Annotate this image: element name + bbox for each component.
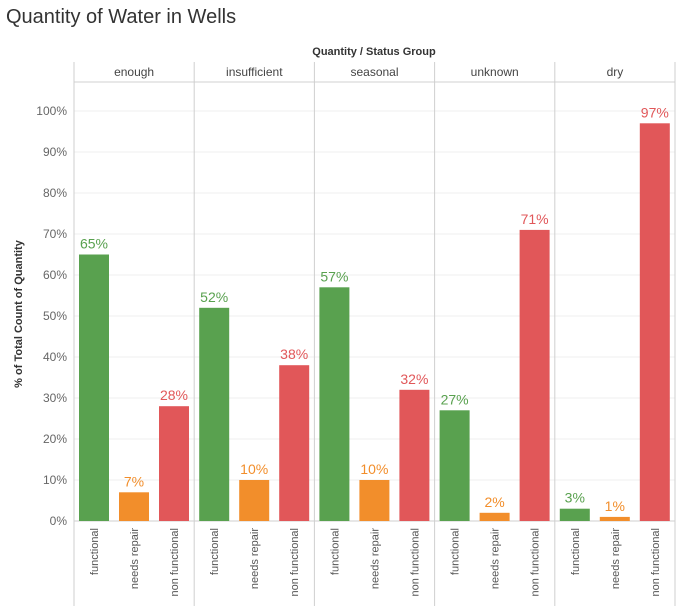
category-label: functional (329, 528, 341, 575)
panel-label-insufficient: insufficient (226, 65, 283, 79)
bar-unknown-non-functional (519, 229, 550, 521)
category-label: functional (209, 528, 221, 575)
chart-title: Quantity of Water in Wells (6, 6, 237, 28)
bar-insufficient-functional (199, 307, 230, 521)
bar-seasonal-needs-repair (359, 480, 390, 521)
data-label: 2% (484, 494, 504, 510)
category-label: non functional (169, 528, 181, 597)
y-axis: 0% 10% 20% 30% 40% 50% 60% 70% 80% 90% 100% (36, 104, 67, 528)
bar-dry-needs-repair (599, 516, 630, 521)
data-label: 97% (641, 104, 669, 120)
panel-label-unknown: unknown (471, 65, 519, 79)
category-label: functional (450, 528, 462, 575)
y-tick-label: 20% (43, 432, 67, 446)
bar-unknown-functional (439, 410, 470, 521)
y-tick-label: 80% (43, 186, 67, 200)
y-tick-label: 10% (43, 473, 67, 487)
bar-insufficient-non-functional (279, 365, 310, 521)
category-label: needs repair (129, 528, 141, 589)
data-label: 28% (160, 387, 188, 403)
bars (79, 123, 670, 522)
panel-headers: enough insufficient seasonal unknown dry (114, 65, 623, 79)
data-label: 65% (80, 236, 108, 252)
data-label: 27% (441, 391, 469, 407)
bar-seasonal-non-functional (399, 389, 430, 521)
bar-unknown-needs-repair (479, 512, 510, 521)
y-tick-label: 50% (43, 309, 67, 323)
data-label: 7% (124, 473, 144, 489)
category-label: non functional (530, 528, 542, 597)
panel-label-seasonal: seasonal (350, 65, 398, 79)
category-label: non functional (289, 528, 301, 597)
category-label: needs repair (249, 528, 261, 589)
y-tick-label: 40% (43, 350, 67, 364)
category-labels: functional needs repair non functional func… (89, 528, 662, 597)
category-label: needs repair (369, 528, 381, 589)
bar-enough-needs-repair (119, 492, 149, 521)
panel-frame (73, 62, 676, 606)
category-label: functional (570, 528, 582, 575)
bar-insufficient-needs-repair (239, 480, 270, 521)
y-tick-label: 100% (36, 104, 67, 118)
bar-enough-non-functional (159, 406, 189, 521)
y-tick-label: 90% (43, 145, 67, 159)
data-label: 10% (360, 461, 388, 477)
data-label: 1% (605, 498, 625, 514)
category-label: needs repair (610, 528, 622, 589)
panel-label-dry: dry (607, 65, 624, 79)
y-tick-label: 0% (50, 514, 68, 528)
data-label: 52% (200, 289, 228, 305)
data-label: 57% (320, 268, 348, 284)
bar-dry-functional (559, 508, 590, 521)
data-label: 32% (400, 371, 428, 387)
category-label: needs repair (490, 528, 502, 589)
category-label: non functional (409, 528, 421, 597)
data-labels: 65% 7% 28% 52% 10% 38% 57% 10% 32% 27% 2% 71% 3% 1% 97… (80, 104, 669, 514)
header-label: Quantity / Status Group (312, 46, 436, 58)
bar-seasonal-functional (319, 287, 350, 521)
y-tick-label: 30% (43, 391, 67, 405)
category-label: functional (89, 528, 101, 575)
y-axis-title: % of Total Count of Quantity (13, 239, 25, 388)
panel-label-enough: enough (114, 65, 154, 79)
data-label: 38% (280, 346, 308, 362)
data-label: 71% (521, 211, 549, 227)
y-tick-label: 70% (43, 227, 67, 241)
data-label: 3% (565, 490, 585, 506)
data-label: 10% (240, 461, 268, 477)
y-tick-label: 60% (43, 268, 67, 282)
bar-enough-functional (79, 254, 109, 521)
category-label: non functional (650, 528, 662, 597)
bar-dry-non-functional (639, 123, 670, 522)
